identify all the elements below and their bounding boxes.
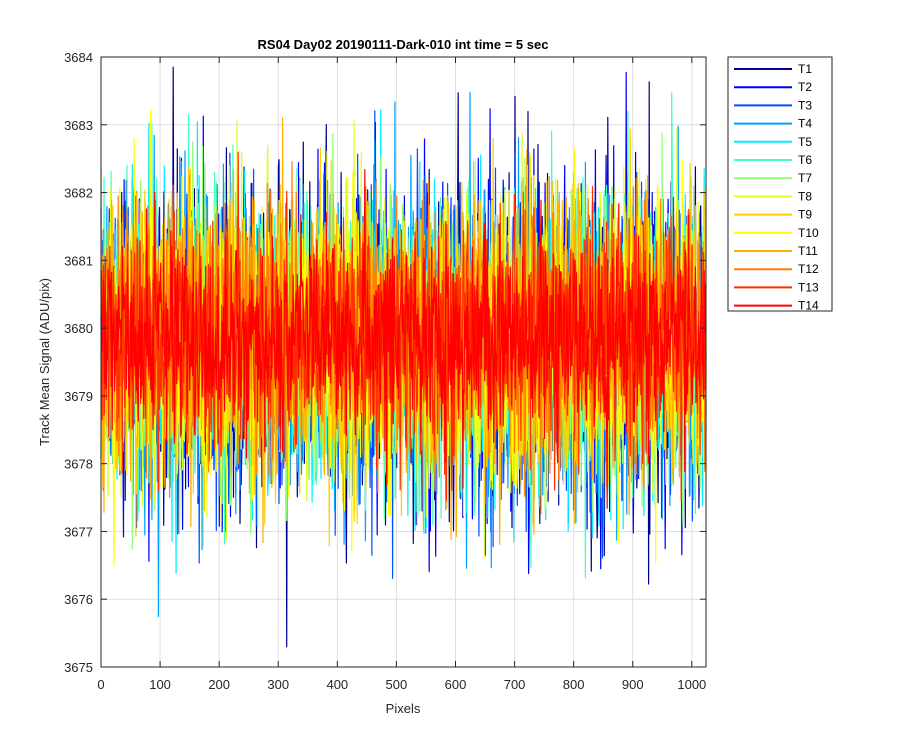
- legend-label-t4: T4: [798, 117, 812, 131]
- y-tick-label: 3677: [64, 524, 93, 539]
- legend-label-t12: T12: [798, 262, 819, 276]
- legend-label-t1: T1: [798, 62, 812, 76]
- legend-label-t5: T5: [798, 135, 812, 149]
- axis-ticks: 0 100 200 300 400 500 600 700 800 900 1000 3675 3676…: [64, 50, 706, 692]
- y-tick-label: 3675: [64, 660, 93, 675]
- y-axis-label: Track Mean Signal (ADU/pix): [37, 278, 52, 446]
- x-axis-label: Pixels: [386, 701, 421, 716]
- y-tick-label: 3683: [64, 118, 93, 133]
- legend-label-t6: T6: [798, 153, 812, 167]
- series-line-t14: [100, 169, 707, 509]
- x-tick-label: 800: [563, 677, 585, 692]
- x-tick-label: 700: [504, 677, 526, 692]
- y-tick-label: 3679: [64, 389, 93, 404]
- legend-label-t14: T14: [798, 299, 819, 313]
- legend-label-t11: T11: [798, 244, 818, 258]
- series-line-t13: [100, 151, 707, 502]
- x-tick-label: 0: [97, 677, 104, 692]
- chart-title: RS04 Day02 20190111-Dark-010 int time = …: [258, 37, 549, 52]
- y-tick-label: 3681: [64, 253, 93, 268]
- legend-label-t10: T10: [798, 226, 819, 240]
- legend-label-t8: T8: [798, 189, 812, 203]
- legend-label-t2: T2: [798, 80, 812, 94]
- y-tick-label: 3682: [64, 186, 93, 201]
- y-tick-label: 3678: [64, 457, 93, 472]
- legend-label-t9: T9: [798, 208, 812, 222]
- y-tick-label: 3684: [64, 50, 93, 65]
- x-tick-label: 300: [267, 677, 289, 692]
- legend-label-t13: T13: [798, 280, 819, 294]
- plot-box: [100, 56, 707, 668]
- legend: T1 T2 T3 T4 T5 T6 T7 T8 T9 T10 T11 T12 T13 T14: [727, 56, 833, 313]
- x-tick-label: 100: [149, 677, 171, 692]
- x-tick-label: 600: [445, 677, 467, 692]
- plot-series: [100, 66, 707, 648]
- legend-label-t3: T3: [798, 98, 812, 112]
- legend-label-t7: T7: [798, 171, 812, 185]
- x-tick-label: 500: [386, 677, 408, 692]
- y-tick-label: 3676: [64, 592, 93, 607]
- x-tick-label: 900: [622, 677, 644, 692]
- x-tick-label: 1000: [677, 677, 706, 692]
- x-tick-label: 400: [326, 677, 348, 692]
- y-tick-label: 3680: [64, 321, 93, 336]
- x-tick-label: 200: [208, 677, 230, 692]
